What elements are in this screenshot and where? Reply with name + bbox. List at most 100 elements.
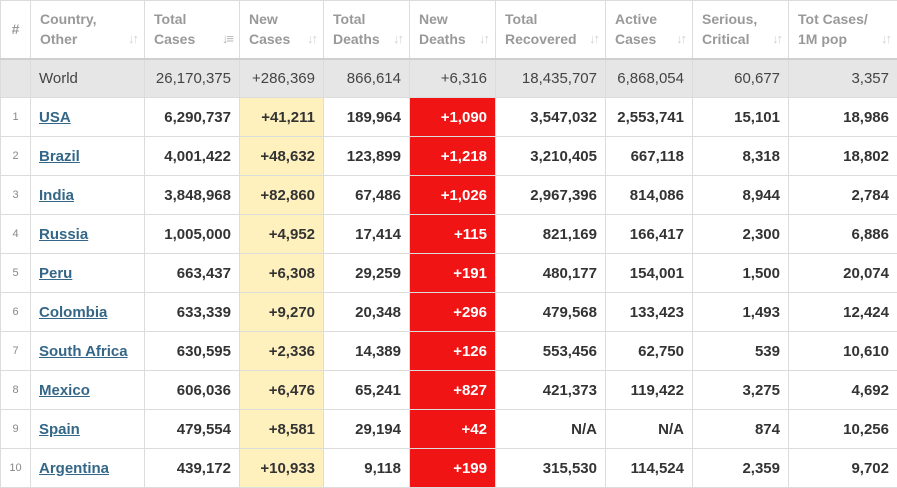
header-label: Active bbox=[615, 11, 657, 27]
total-recovered-cell: 480,177 bbox=[496, 254, 606, 293]
country-link[interactable]: USA bbox=[39, 109, 71, 126]
row-index: 2 bbox=[1, 137, 31, 176]
new-cases-cell: +4,952 bbox=[240, 215, 324, 254]
row-index: 9 bbox=[1, 410, 31, 449]
row-index bbox=[1, 59, 31, 98]
active-cases-cell: 114,524 bbox=[606, 449, 693, 488]
new-deaths-cell: +296 bbox=[410, 293, 496, 332]
column-header-new-cases[interactable]: New Cases ↓↑ bbox=[240, 1, 324, 59]
sort-arrows-icon[interactable]: ↓↑ bbox=[307, 29, 316, 49]
country-link[interactable]: Brazil bbox=[39, 148, 80, 165]
column-header-total-cases[interactable]: Total Cases ↓≡ bbox=[145, 1, 240, 59]
world-total-row: World 26,170,375 +286,369 866,614 +6,316… bbox=[1, 59, 897, 98]
column-header-new-deaths[interactable]: New Deaths ↓↑ bbox=[410, 1, 496, 59]
new-deaths-cell: +1,090 bbox=[410, 98, 496, 137]
header-label: Tot Cases/ bbox=[798, 11, 868, 27]
new-deaths-cell: +191 bbox=[410, 254, 496, 293]
country-name: Russia bbox=[31, 215, 145, 254]
country-link[interactable]: Mexico bbox=[39, 382, 90, 399]
total-deaths-cell: 67,486 bbox=[324, 176, 410, 215]
total-deaths-cell: 29,194 bbox=[324, 410, 410, 449]
column-header-serious-critical[interactable]: Serious, Critical ↓↑ bbox=[693, 1, 789, 59]
row-index: 3 bbox=[1, 176, 31, 215]
new-cases-cell: +82,860 bbox=[240, 176, 324, 215]
header-label: Serious, bbox=[702, 11, 757, 27]
sort-arrows-icon[interactable]: ↓↑ bbox=[676, 29, 685, 49]
country-link[interactable]: Spain bbox=[39, 421, 80, 438]
total-recovered-cell: 479,568 bbox=[496, 293, 606, 332]
sort-arrows-icon[interactable]: ↓↑ bbox=[881, 29, 890, 49]
sort-desc-icon[interactable]: ↓≡ bbox=[222, 29, 232, 49]
total-cases-cell: 1,005,000 bbox=[145, 215, 240, 254]
country-link[interactable]: India bbox=[39, 187, 74, 204]
country-link[interactable]: Colombia bbox=[39, 304, 107, 321]
country-name: USA bbox=[31, 98, 145, 137]
country-name: Spain bbox=[31, 410, 145, 449]
sort-arrows-icon[interactable]: ↓↑ bbox=[479, 29, 488, 49]
sort-arrows-icon[interactable]: ↓↑ bbox=[772, 29, 781, 49]
new-deaths-cell: +1,218 bbox=[410, 137, 496, 176]
total-recovered-cell: 553,456 bbox=[496, 332, 606, 371]
header-label: Country, bbox=[40, 11, 97, 27]
country-name: Brazil bbox=[31, 137, 145, 176]
column-header-active-cases[interactable]: Active Cases ↓↑ bbox=[606, 1, 693, 59]
serious-critical-cell: 1,493 bbox=[693, 293, 789, 332]
total-deaths-cell: 9,118 bbox=[324, 449, 410, 488]
total-cases-cell: 3,848,968 bbox=[145, 176, 240, 215]
new-deaths-cell: +1,026 bbox=[410, 176, 496, 215]
row-index: 7 bbox=[1, 332, 31, 371]
sort-arrows-icon[interactable]: ↓↑ bbox=[393, 29, 402, 49]
column-header-country[interactable]: Country, Other ↓↑ bbox=[31, 1, 145, 59]
total-cases-cell: 4,001,422 bbox=[145, 137, 240, 176]
cases-per-million-cell: 10,610 bbox=[789, 332, 897, 371]
country-link[interactable]: South Africa bbox=[39, 343, 128, 360]
total-deaths-cell: 20,348 bbox=[324, 293, 410, 332]
cases-per-million-cell: 12,424 bbox=[789, 293, 897, 332]
header-label: Deaths bbox=[419, 31, 466, 47]
serious-critical-cell: 8,944 bbox=[693, 176, 789, 215]
header-label: Total bbox=[333, 11, 365, 27]
header-row: # Country, Other ↓↑ Total Cases ↓≡ New C… bbox=[1, 1, 897, 59]
total-cases-cell: 606,036 bbox=[145, 371, 240, 410]
header-label: Cases bbox=[615, 31, 656, 47]
country-link[interactable]: Argentina bbox=[39, 460, 109, 477]
new-deaths-cell: +6,316 bbox=[410, 59, 496, 98]
serious-critical-cell: 8,318 bbox=[693, 137, 789, 176]
country-name: Mexico bbox=[31, 371, 145, 410]
new-deaths-cell: +827 bbox=[410, 371, 496, 410]
sort-arrows-icon[interactable]: ↓↑ bbox=[128, 29, 137, 49]
new-deaths-cell: +115 bbox=[410, 215, 496, 254]
header-label: Total bbox=[154, 11, 186, 27]
total-cases-cell: 479,554 bbox=[145, 410, 240, 449]
header-label: Recovered bbox=[505, 31, 577, 47]
header-label: New bbox=[419, 11, 448, 27]
country-link[interactable]: Peru bbox=[39, 265, 72, 282]
sort-arrows-icon[interactable]: ↓↑ bbox=[589, 29, 598, 49]
column-header-rank[interactable]: # bbox=[1, 1, 31, 59]
header-label: 1M pop bbox=[798, 31, 847, 47]
column-header-cases-per-million[interactable]: Tot Cases/ 1M pop ↓↑ bbox=[789, 1, 897, 59]
new-cases-cell: +2,336 bbox=[240, 332, 324, 371]
cases-per-million-cell: 6,886 bbox=[789, 215, 897, 254]
new-cases-cell: +48,632 bbox=[240, 137, 324, 176]
total-cases-cell: 6,290,737 bbox=[145, 98, 240, 137]
new-cases-cell: +10,933 bbox=[240, 449, 324, 488]
country-link[interactable]: Russia bbox=[39, 226, 88, 243]
new-deaths-cell: +126 bbox=[410, 332, 496, 371]
serious-critical-cell: 874 bbox=[693, 410, 789, 449]
new-deaths-cell: +199 bbox=[410, 449, 496, 488]
active-cases-cell: 62,750 bbox=[606, 332, 693, 371]
column-header-total-deaths[interactable]: Total Deaths ↓↑ bbox=[324, 1, 410, 59]
column-header-total-recovered[interactable]: Total Recovered ↓↑ bbox=[496, 1, 606, 59]
cases-per-million-cell: 2,784 bbox=[789, 176, 897, 215]
new-deaths-cell: +42 bbox=[410, 410, 496, 449]
